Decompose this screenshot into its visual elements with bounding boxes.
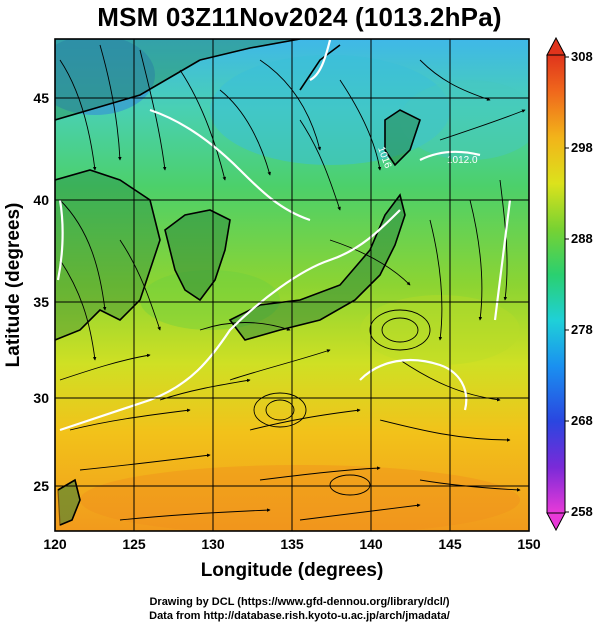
- x-axis-label: Longitude (degrees): [201, 560, 384, 581]
- streamlines: [59, 44, 526, 521]
- coastlines: [55, 39, 421, 526]
- y-axis: 25 30 35 40 45: [33, 90, 49, 494]
- vortices: [253, 309, 431, 496]
- colorbar-tick-label: 288: [571, 231, 593, 246]
- credit-drawing: Drawing by DCL (https://www.gfd-dennou.o…: [149, 596, 450, 608]
- colorbar-tick-label: 278: [571, 322, 593, 337]
- plot-frame: [54, 38, 530, 532]
- y-axis-label: Latitude (degrees): [3, 203, 24, 368]
- x-tick-label: 145: [438, 536, 462, 552]
- colorbar-tick-label: 258: [571, 504, 593, 519]
- x-tick-label: 150: [517, 536, 541, 552]
- y-tick-label: 30: [33, 390, 49, 406]
- y-tick-label: 35: [33, 294, 49, 310]
- colorbar-top-arrow: [546, 36, 566, 56]
- x-axis: 120 125 130 135 140 145 150: [43, 536, 541, 552]
- x-tick-label: 140: [359, 536, 383, 552]
- colorbar-tick-label: 268: [571, 413, 593, 428]
- credit-data: Data from http://database.rish.kyoto-u.a…: [149, 610, 450, 622]
- colorbar-tick-label: 298: [571, 140, 593, 155]
- lat-lon-grid: [55, 39, 529, 531]
- y-tick-label: 25: [33, 478, 49, 494]
- x-tick-label: 135: [280, 536, 304, 552]
- colorbar-bottom-arrow: [546, 512, 566, 532]
- x-tick-label: 125: [122, 536, 146, 552]
- colorbar-tick-label: 308: [571, 49, 593, 64]
- y-tick-label: 40: [33, 192, 49, 208]
- y-tick-label: 45: [33, 90, 49, 106]
- colorbar: 308 298 288 278 268 258: [546, 36, 593, 532]
- colorbar-scale: [546, 54, 566, 514]
- x-tick-label: 120: [43, 536, 67, 552]
- x-tick-label: 130: [201, 536, 225, 552]
- isobar-label-1012: 1012.0: [447, 155, 478, 166]
- map-title: MSM 03Z11Nov2024 (1013.2hPa): [97, 2, 502, 32]
